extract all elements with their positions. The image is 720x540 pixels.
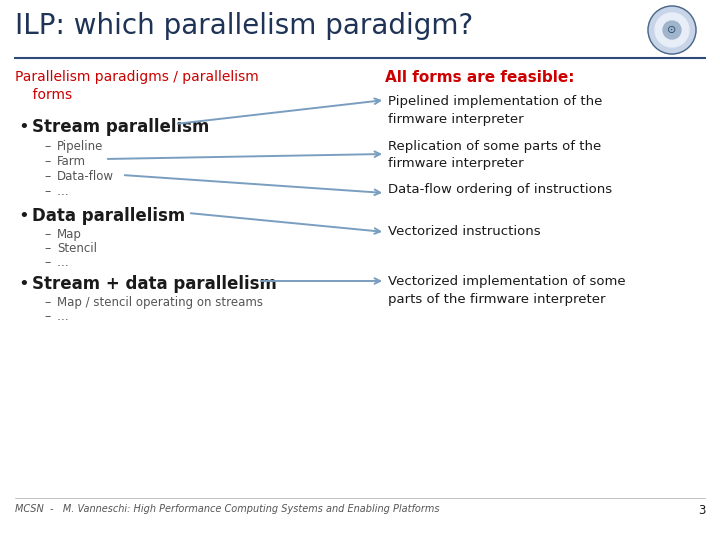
Text: ⊙: ⊙ [667,25,677,35]
Text: Vectorized instructions: Vectorized instructions [388,225,541,238]
Text: –: – [44,310,50,323]
Text: Replication of some parts of the
firmware interpreter: Replication of some parts of the firmwar… [388,140,601,171]
Text: Farm: Farm [57,155,86,168]
Text: Stencil: Stencil [57,242,97,255]
Text: …: … [57,310,68,323]
Text: –: – [44,296,50,309]
Circle shape [663,21,681,39]
Text: Stream parallelism: Stream parallelism [32,118,210,136]
Text: •: • [18,275,29,293]
Text: MCSN  -   M. Vanneschi: High Performance Computing Systems and Enabling Platform: MCSN - M. Vanneschi: High Performance Co… [15,504,439,514]
Text: Parallelism paradigms / parallelism
    forms: Parallelism paradigms / parallelism form… [15,70,258,102]
Text: ILP: which parallelism paradigm?: ILP: which parallelism paradigm? [15,12,473,40]
Text: …: … [57,185,68,198]
Text: –: – [44,185,50,198]
Text: •: • [18,118,29,136]
Text: Map / stencil operating on streams: Map / stencil operating on streams [57,296,263,309]
Text: –: – [44,170,50,183]
Text: All forms are feasible:: All forms are feasible: [385,70,575,85]
Text: •: • [18,207,29,225]
Text: Map: Map [57,228,82,241]
Text: –: – [44,256,50,269]
Text: Data parallelism: Data parallelism [32,207,185,225]
Text: 3: 3 [698,504,706,517]
Text: Stream + data parallelism: Stream + data parallelism [32,275,277,293]
Text: Pipelined implementation of the
firmware interpreter: Pipelined implementation of the firmware… [388,95,603,125]
Text: Vectorized implementation of some
parts of the firmware interpreter: Vectorized implementation of some parts … [388,275,626,306]
Text: –: – [44,242,50,255]
Text: …: … [57,256,68,269]
Text: –: – [44,228,50,241]
Circle shape [655,13,689,47]
Text: –: – [44,155,50,168]
Text: –: – [44,140,50,153]
Text: Data-flow ordering of instructions: Data-flow ordering of instructions [388,183,612,196]
Text: Data-flow: Data-flow [57,170,114,183]
Circle shape [648,6,696,54]
Text: Pipeline: Pipeline [57,140,104,153]
